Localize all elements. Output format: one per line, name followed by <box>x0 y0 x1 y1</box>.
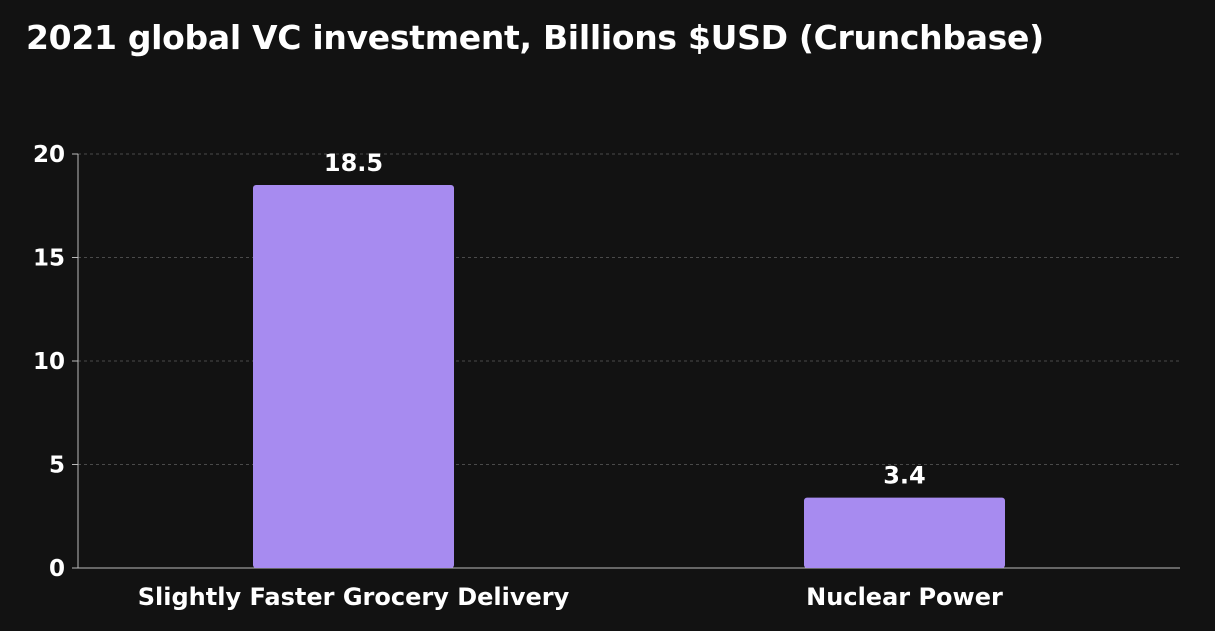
data-label: 3.4 <box>883 462 926 490</box>
y-tick-label: 0 <box>49 556 65 582</box>
gridlines <box>78 153 1180 465</box>
data-label: 18.5 <box>324 149 383 177</box>
bar <box>253 185 454 569</box>
bar <box>804 497 1005 568</box>
category-label: Slightly Faster Grocery Delivery <box>138 583 570 611</box>
category-labels: Slightly Faster Grocery Delivery Nuclear … <box>138 583 1003 611</box>
y-tick-label: 15 <box>33 246 65 272</box>
data-labels: 18.5 3.4 <box>324 149 926 490</box>
y-tick-label: 10 <box>33 349 65 375</box>
chart-title: 2021 global VC investment, Billions $USD… <box>26 18 1044 57</box>
category-label: Nuclear Power <box>806 583 1003 611</box>
y-axis-ticks: 0 5 10 15 20 <box>33 142 78 582</box>
y-tick-label: 20 <box>33 142 65 168</box>
y-tick-label: 5 <box>49 453 65 479</box>
bars <box>253 185 1005 569</box>
